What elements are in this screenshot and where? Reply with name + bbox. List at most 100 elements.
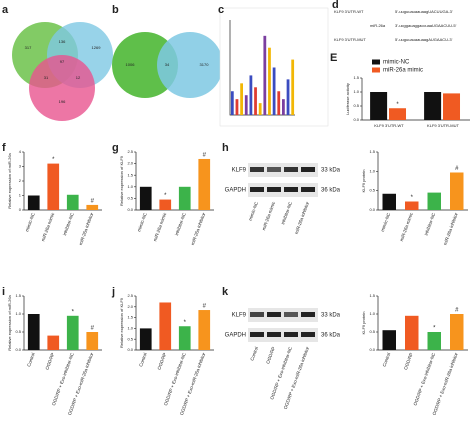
y-axis-label: Relative expression of miR-26a (7, 152, 12, 208)
seq: 5'-uuguuauaauaagUACUUGA-3' (395, 9, 453, 14)
x-tick-label: Control (382, 352, 392, 367)
lane-label: miR-26a inhibitor (294, 201, 311, 235)
panel-label: d (332, 0, 339, 11)
bar (86, 332, 99, 350)
bar (244, 95, 248, 115)
legend-label: miR-26a mimic (383, 68, 423, 74)
bar (235, 99, 239, 115)
x-tick-label: inhibitor-NC (62, 211, 75, 236)
y-axis-label: Luciferase activity (345, 83, 350, 115)
bar (450, 172, 464, 210)
x-tick-label: miR-26a inhibitor (78, 212, 95, 246)
bar (382, 193, 396, 210)
y-tick-label: 1.5 (127, 315, 133, 320)
y-tick-label: 1.0 (369, 311, 375, 316)
blot-row: GAPDH (225, 188, 246, 194)
bar (66, 194, 79, 210)
bar (27, 314, 40, 350)
significance: * (52, 157, 55, 163)
y-tick-label: 1.5 (127, 172, 133, 177)
x-tick-label: KLF9 3'UTR-MUT (427, 123, 459, 128)
bar (263, 35, 267, 116)
y-tick-label: 2.0 (127, 161, 133, 166)
x-tick-label: OGD/RP + Exo-inhibitor-NC (163, 351, 187, 406)
x-tick-label: inhibitor-NC (423, 211, 436, 236)
x-tick-label: mimic-NC (380, 211, 392, 232)
lane-label: mimic-NC (248, 200, 260, 221)
blot-k (248, 308, 318, 342)
y-tick-label: 1.5 (353, 75, 359, 80)
x-tick-label: OGD/RP (403, 352, 414, 370)
bar (443, 93, 461, 120)
y-tick-label: 1.0 (127, 325, 133, 330)
y-axis-label: Relative expression of miR-26a (7, 294, 12, 350)
x-tick-label: OGD/RP + Exo-inhibitor-NC (51, 351, 75, 406)
bar (282, 99, 285, 115)
bar (427, 192, 441, 210)
blot-size: 36 kDa (321, 333, 341, 339)
blot-row: KLF9 (232, 168, 247, 174)
significance: * (184, 320, 187, 326)
y-tick-label: 2.5 (127, 293, 133, 298)
bar (389, 108, 407, 120)
y-tick-label: 0.5 (15, 329, 21, 334)
seq-label: miR-26a (370, 23, 386, 28)
significance: * (411, 195, 414, 201)
significance: # (203, 304, 207, 310)
y-tick-label: 2 (19, 178, 22, 183)
bar (198, 158, 211, 210)
y-axis-label: Relative expression of KLF9 (119, 297, 124, 348)
x-tick-label: OGD/RP + Exo-miR-26a inhibitor (432, 352, 459, 416)
significance: # (455, 166, 459, 172)
y-tick-label: 0.0 (127, 347, 133, 352)
venn-count: 12 (76, 75, 81, 80)
bar (277, 91, 281, 115)
x-tick-label: OGD/RP (157, 352, 168, 370)
seq-label: KLF9 3'UTR-WT (334, 9, 364, 14)
legend-swatch (372, 67, 380, 73)
x-tick-label: OGD/RP (45, 352, 56, 370)
bar (47, 335, 60, 350)
blot-size: 33 kDa (321, 313, 341, 319)
bar (230, 91, 234, 115)
venn-count: 34 (165, 62, 170, 67)
y-tick-label: 1.5 (369, 293, 375, 298)
y-tick-label: 1.0 (15, 311, 21, 316)
bar (405, 201, 419, 210)
bar (291, 59, 295, 115)
bar (47, 163, 60, 210)
y-tick-label: 0.0 (353, 117, 359, 122)
bar (249, 75, 253, 115)
x-tick-label: miR-26a mimic (399, 211, 414, 242)
venn-count: 1006 (126, 62, 136, 67)
lane-label: miR-26a mimic (261, 200, 276, 231)
significance: # (455, 308, 459, 314)
legend-label: mimic-NC (383, 60, 410, 66)
bar (424, 92, 442, 120)
panel-label: k (222, 286, 229, 298)
panel-label: f (2, 142, 6, 154)
y-tick-label: 1.0 (127, 184, 133, 189)
panel-label: h (222, 142, 229, 154)
y-tick-label: 0.0 (15, 347, 21, 352)
significance: # (91, 199, 95, 205)
panel-label: i (2, 286, 5, 298)
y-tick-label: 1.0 (369, 168, 375, 173)
y-tick-label: 0.0 (369, 347, 375, 352)
bar (272, 67, 276, 115)
panel-label: E (330, 52, 337, 64)
bar (427, 332, 441, 350)
bar (286, 79, 290, 115)
y-tick-label: 0 (19, 207, 22, 212)
y-axis-label: Relative expression of KLF9 (119, 155, 124, 206)
y-tick-label: 0.0 (369, 207, 375, 212)
venn-a (12, 22, 113, 121)
x-tick-label: inhibitor-NC (174, 211, 187, 236)
panel-label: b (112, 4, 119, 16)
blot-row: GAPDH (225, 333, 246, 339)
significance: * (433, 326, 436, 332)
bar (27, 195, 40, 210)
y-tick-label: 1 (19, 193, 22, 198)
seq-label: KLF9 3'UTR-MUT (334, 37, 366, 42)
